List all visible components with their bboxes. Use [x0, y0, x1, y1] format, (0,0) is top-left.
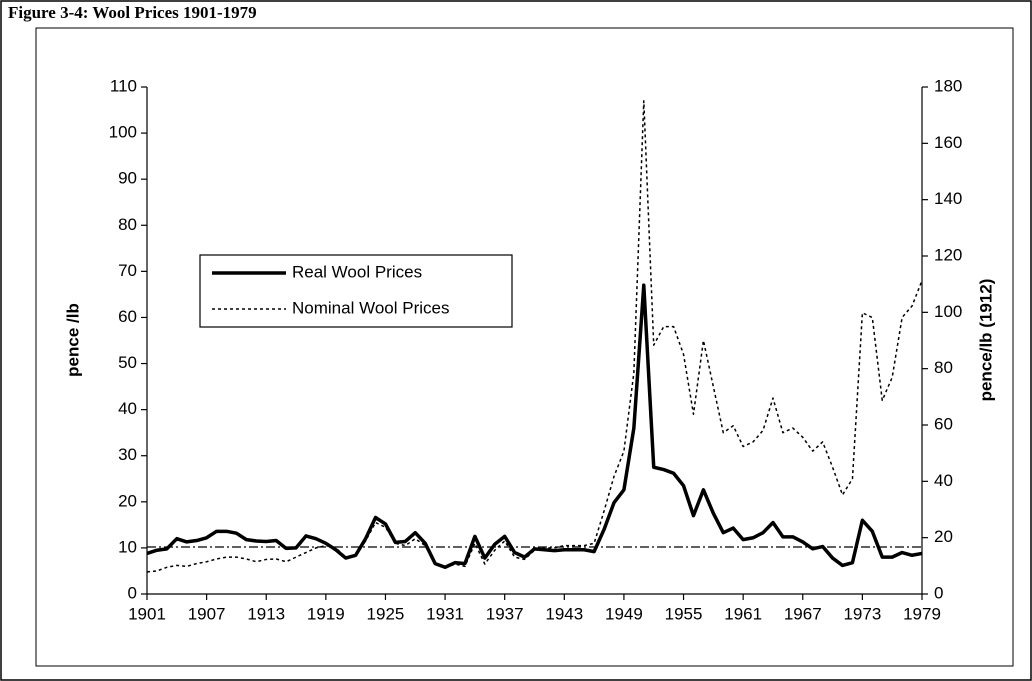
chart-title: Figure 3-4: Wool Prices 1901-1979 — [8, 3, 257, 22]
x-tick-label: 1919 — [307, 604, 345, 623]
y2-tick-label: 40 — [934, 471, 953, 490]
y2-tick-label: 0 — [934, 583, 943, 602]
series-line — [146, 283, 923, 570]
x-tick-label: 1907 — [188, 604, 226, 623]
x-tick-label: 1925 — [367, 604, 405, 623]
x-tick-label: 1973 — [843, 604, 881, 623]
x-tick-label: 1913 — [247, 604, 285, 623]
x-tick-label: 1901 — [128, 604, 166, 623]
y2-tick-label: 80 — [934, 358, 953, 377]
y-tick-label: 30 — [118, 445, 137, 464]
y-tick-label: 20 — [118, 491, 137, 510]
y2-tick-label: 20 — [934, 527, 953, 546]
y-tick-label: 90 — [118, 169, 137, 188]
legend-box — [199, 254, 513, 328]
y-tick-label: 50 — [118, 353, 137, 372]
y2-tick-label: 60 — [934, 414, 953, 433]
y-tick-label: 100 — [109, 123, 137, 142]
y-tick-label: 0 — [128, 583, 137, 602]
y-tick-label: 70 — [118, 261, 137, 280]
legend-label: Real Wool Prices — [292, 262, 422, 281]
y2-tick-label: 100 — [934, 302, 962, 321]
y2-tick-label: 140 — [934, 189, 962, 208]
series-line — [146, 100, 923, 573]
y2-tick-label: 180 — [934, 76, 962, 95]
chart-border — [35, 27, 1014, 667]
x-tick-label: 1931 — [426, 604, 464, 623]
y2-axis-label: pence/lb (1912) — [976, 279, 995, 402]
y2-tick-label: 160 — [934, 133, 962, 152]
x-tick-label: 1955 — [665, 604, 703, 623]
y2-tick-label: 120 — [934, 245, 962, 264]
legend-label: Nominal Wool Prices — [292, 298, 449, 317]
y-tick-label: 110 — [110, 76, 137, 95]
x-tick-label: 1967 — [784, 604, 822, 623]
x-tick-label: 1961 — [724, 604, 762, 623]
y-tick-label: 80 — [118, 215, 137, 234]
x-tick-label: 1949 — [605, 604, 643, 623]
x-tick-label: 1979 — [903, 604, 941, 623]
y-tick-label: 10 — [118, 537, 137, 556]
x-tick-label: 1943 — [545, 604, 583, 623]
y-tick-label: 60 — [118, 307, 137, 326]
x-tick-label: 1937 — [486, 604, 524, 623]
y-axis-label: pence /lb — [63, 303, 82, 377]
y-tick-label: 40 — [118, 399, 137, 418]
